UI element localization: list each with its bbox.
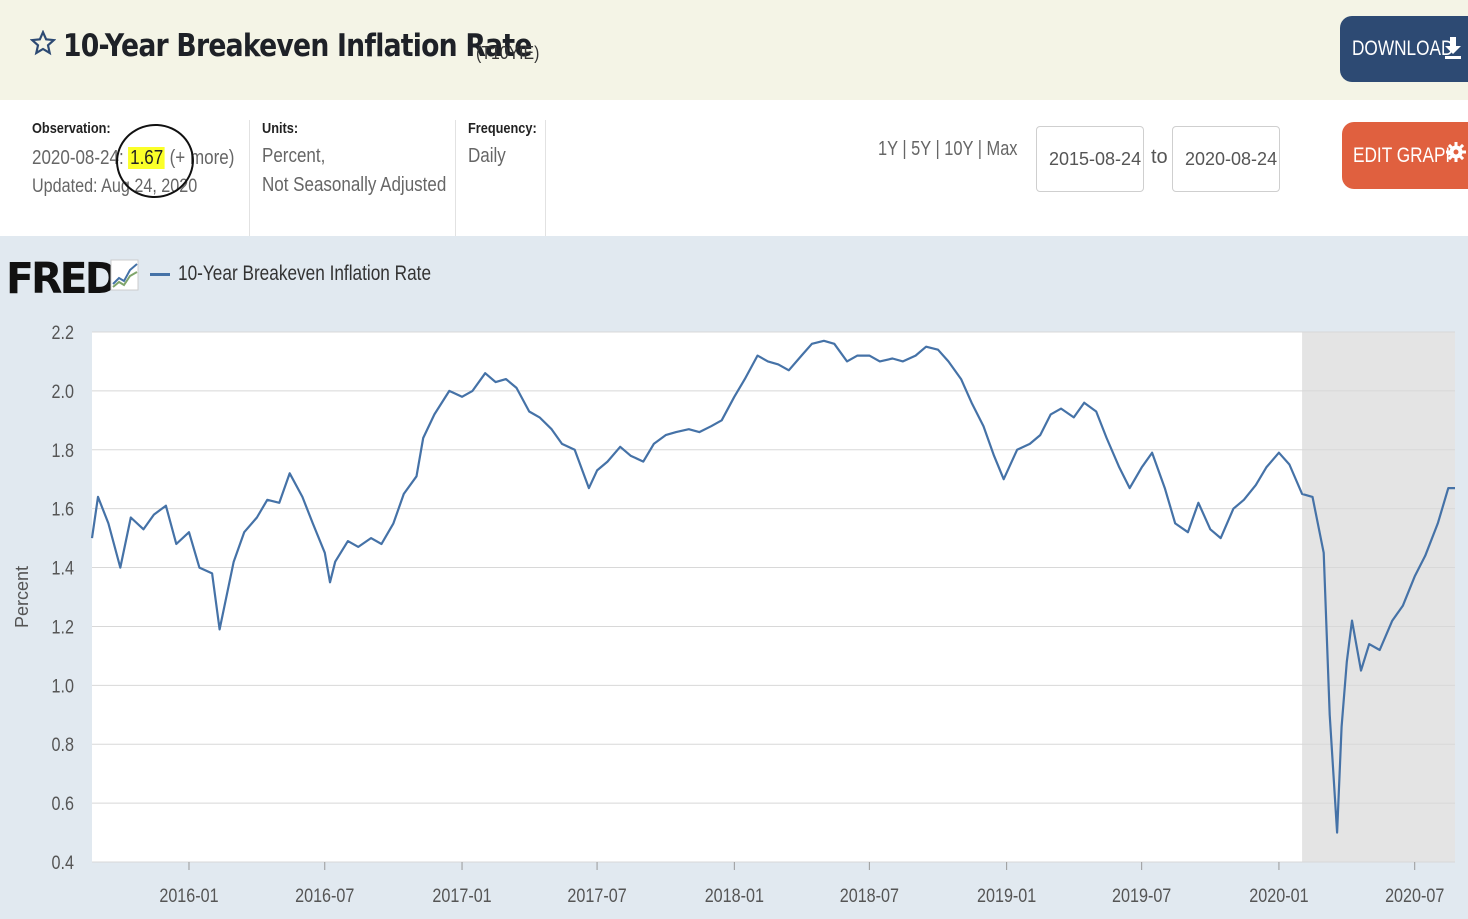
divider	[545, 120, 546, 236]
y-tick-label: 1.2	[52, 616, 74, 638]
fred-logo[interactable]: FRED	[6, 254, 119, 304]
units-block: Units: Percent, Not Seasonally Adjusted	[262, 120, 479, 197]
edit-graph-button[interactable]: EDIT GRAPH	[1342, 122, 1468, 189]
series-line	[90, 339, 1455, 834]
legend-swatch	[150, 273, 170, 276]
observation-value: 1.67	[128, 147, 165, 169]
y-tick-label: 1.0	[52, 675, 75, 697]
y-tick-label: 1.8	[52, 440, 75, 462]
y-tick-label: 2.2	[52, 322, 74, 344]
line-chart: 0.4 0.6 0.8 1.0 1.2 1.4 1.6 1.8 2.0 2.2 2016-01 201…	[12, 322, 1455, 907]
series-header: 10-Year Breakeven Inflation Rate (T10YIE…	[0, 0, 1468, 100]
fred-chart-icon	[110, 259, 139, 291]
series-title: 10-Year Breakeven Inflation Rate	[63, 28, 532, 64]
gear-icon	[1446, 142, 1466, 162]
x-tick-label: 2017-01	[432, 885, 491, 907]
chart-area: FRED 10-Year Breakeven Inflation Rate 0.…	[0, 236, 1468, 919]
units-line1: Percent,	[262, 145, 326, 167]
frequency-block: Frequency: Daily	[468, 120, 549, 168]
star-icon[interactable]	[30, 30, 56, 56]
x-tick-label: 2018-07	[840, 885, 899, 907]
to-label: to	[1151, 146, 1168, 168]
observation-more-link[interactable]: (+ more)	[169, 147, 235, 169]
divider	[249, 120, 250, 236]
x-tick-label: 2016-01	[159, 885, 218, 907]
frequency-value: Daily	[468, 145, 506, 167]
x-tick-label: 2018-01	[705, 885, 764, 907]
observation-label: Observation:	[32, 120, 111, 137]
end-date-input[interactable]	[1172, 126, 1280, 192]
y-tick-label: 1.4	[52, 557, 75, 579]
units-line2: Not Seasonally Adjusted	[262, 174, 447, 196]
y-tick-label: 1.6	[52, 498, 75, 520]
edit-graph-label: EDIT GRAPH	[1353, 144, 1458, 167]
start-date-input[interactable]	[1036, 126, 1144, 192]
x-tick-label: 2016-07	[295, 885, 354, 907]
download-button[interactable]: DOWNLOAD	[1340, 16, 1468, 82]
x-tick-label: 2017-07	[567, 885, 626, 907]
y-tick-label: 0.4	[52, 852, 75, 874]
y-axis-label: Percent	[12, 566, 32, 628]
x-tick-label: 2020-01	[1249, 885, 1308, 907]
divider	[455, 120, 456, 236]
observation-date: 2020-08-24:	[32, 147, 124, 169]
plot-background	[92, 332, 1455, 862]
range-links[interactable]: 1Y | 5Y | 10Y | Max	[878, 138, 1018, 160]
recession-shading	[1302, 332, 1455, 862]
x-tick-label: 2019-07	[1112, 885, 1171, 907]
x-tick-label: 2019-01	[977, 885, 1036, 907]
observation-block: Observation: 2020-08-24: 1.67 (+ more) U…	[32, 120, 270, 198]
updated-date: Updated: Aug 24, 2020	[32, 176, 198, 197]
legend-series-name: 10-Year Breakeven Inflation Rate	[178, 262, 432, 285]
observation-line: 2020-08-24: 1.67 (+ more)	[32, 147, 234, 170]
series-id: (T10YIE)	[476, 43, 540, 63]
y-tick-label: 2.0	[52, 381, 75, 403]
download-label: DOWNLOAD	[1352, 37, 1454, 60]
y-tick-label: 0.6	[52, 793, 75, 815]
x-tick-label: 2020-07	[1385, 885, 1444, 907]
units-label: Units:	[262, 120, 299, 137]
series-meta: Observation: 2020-08-24: 1.67 (+ more) U…	[0, 100, 1468, 236]
frequency-label: Frequency:	[468, 120, 537, 137]
y-tick-label: 0.8	[52, 734, 75, 756]
download-icon	[1445, 37, 1461, 59]
